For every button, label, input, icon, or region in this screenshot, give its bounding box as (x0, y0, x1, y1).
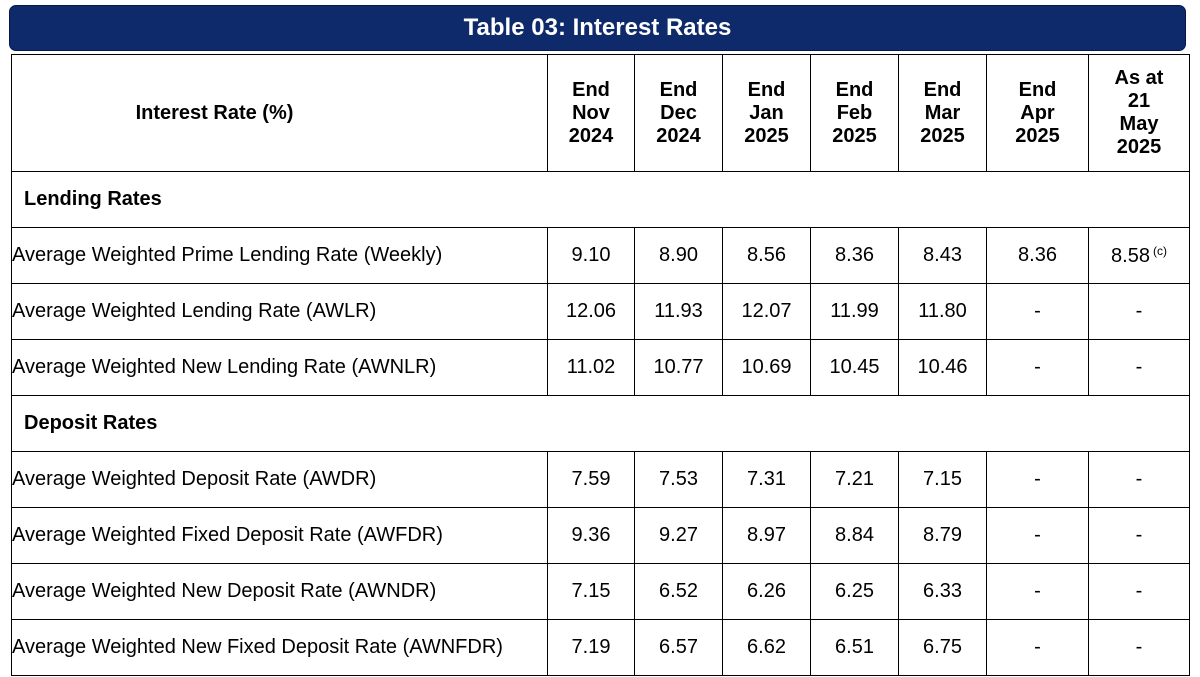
row-label: Average Weighted New Fixed Deposit Rate … (11, 619, 548, 676)
header-col-mar-2025: End Mar 2025 (898, 54, 987, 172)
cell-value: 10.45 (810, 339, 899, 396)
section-title: Deposit Rates (11, 395, 1190, 452)
cell-value: 8.90 (634, 227, 723, 284)
cell-value: 9.10 (547, 227, 635, 284)
cell-value: - (1088, 283, 1190, 340)
cell-value: 7.59 (547, 451, 635, 508)
section-row-lending-rates: Lending Rates (11, 171, 1190, 228)
row-label: Average Weighted Fixed Deposit Rate (AWF… (11, 507, 548, 564)
table-row: Average Weighted New Fixed Deposit Rate … (11, 619, 1190, 676)
cell-value: 10.77 (634, 339, 723, 396)
cell-value: 8.36 (810, 227, 899, 284)
cell-value: 8.56 (722, 227, 811, 284)
row-label: Average Weighted New Deposit Rate (AWNDR… (11, 563, 548, 620)
cell-value: 11.80 (898, 283, 987, 340)
cell-value: 6.25 (810, 563, 899, 620)
cell-value: 6.51 (810, 619, 899, 676)
cell-value: - (1088, 619, 1190, 676)
cell-value: 10.69 (722, 339, 811, 396)
table-title: Table 03: Interest Rates (463, 14, 732, 41)
cell-value: 6.57 (634, 619, 723, 676)
cell-value: 7.21 (810, 451, 899, 508)
table-row: Average Weighted New Lending Rate (AWNLR… (11, 339, 1190, 396)
header-col-apr-2025: End Apr 2025 (986, 54, 1089, 172)
cell-value: 6.52 (634, 563, 723, 620)
cell-value: - (1088, 339, 1190, 396)
section-row-deposit-rates: Deposit Rates (11, 395, 1190, 452)
cell-value: 6.33 (898, 563, 987, 620)
table-row: Average Weighted New Deposit Rate (AWNDR… (11, 563, 1190, 620)
cell-value: 9.27 (634, 507, 723, 564)
row-label: Average Weighted Deposit Rate (AWDR) (11, 451, 548, 508)
cell-value: 6.62 (722, 619, 811, 676)
cell-value: 6.75 (898, 619, 987, 676)
header-col-nov-2024: End Nov 2024 (547, 54, 635, 172)
table-row: Average Weighted Prime Lending Rate (Wee… (11, 227, 1190, 284)
cell-value: 8.36 (986, 227, 1089, 284)
cell-value: - (986, 563, 1089, 620)
cell-value-with-note: 8.58 (c) (1088, 227, 1190, 284)
row-label: Average Weighted Prime Lending Rate (Wee… (11, 227, 548, 284)
cell-value: 9.36 (547, 507, 635, 564)
cell-value: - (986, 283, 1089, 340)
cell-value: - (1088, 507, 1190, 564)
cell-value: - (1088, 563, 1190, 620)
cell-value: - (1088, 451, 1190, 508)
header-interest-rate: Interest Rate (%) (11, 54, 548, 172)
cell-value: 11.93 (634, 283, 723, 340)
cell-value: 7.15 (547, 563, 635, 620)
row-label: Average Weighted Lending Rate (AWLR) (11, 283, 548, 340)
row-label: Average Weighted New Lending Rate (AWNLR… (11, 339, 548, 396)
cell-value: 7.19 (547, 619, 635, 676)
header-col-jan-2025: End Jan 2025 (722, 54, 811, 172)
table-row: Average Weighted Lending Rate (AWLR) 12.… (11, 283, 1190, 340)
cell-value: 7.31 (722, 451, 811, 508)
table-row: Average Weighted Deposit Rate (AWDR) 7.5… (11, 451, 1190, 508)
cell-value: 6.26 (722, 563, 811, 620)
cell-value: - (986, 619, 1089, 676)
interest-rates-table: Interest Rate (%) End Nov 2024 End Dec 2… (11, 54, 1190, 676)
cell-value: - (986, 507, 1089, 564)
header-col-21-may-2025: As at 21 May 2025 (1088, 54, 1190, 172)
header-col-feb-2025: End Feb 2025 (810, 54, 899, 172)
footnote-marker: (c) (1152, 243, 1167, 258)
cell-value: 7.53 (634, 451, 723, 508)
cell-value: - (986, 339, 1089, 396)
header-row: Interest Rate (%) End Nov 2024 End Dec 2… (11, 54, 1190, 172)
cell-value: 11.99 (810, 283, 899, 340)
cell-value: 8.84 (810, 507, 899, 564)
cell-value: 10.46 (898, 339, 987, 396)
cell-value: 12.06 (547, 283, 635, 340)
header-col-dec-2024: End Dec 2024 (634, 54, 723, 172)
cell-value: 8.43 (898, 227, 987, 284)
cell-value: 8.79 (898, 507, 987, 564)
cell-value: 8.58 (1111, 244, 1150, 267)
cell-value: 12.07 (722, 283, 811, 340)
cell-value: 8.97 (722, 507, 811, 564)
cell-value: 11.02 (547, 339, 635, 396)
table-row: Average Weighted Fixed Deposit Rate (AWF… (11, 507, 1190, 564)
table-title-bar: Table 03: Interest Rates (9, 5, 1186, 51)
section-title: Lending Rates (11, 171, 1190, 228)
cell-value: - (986, 451, 1089, 508)
cell-value: 7.15 (898, 451, 987, 508)
